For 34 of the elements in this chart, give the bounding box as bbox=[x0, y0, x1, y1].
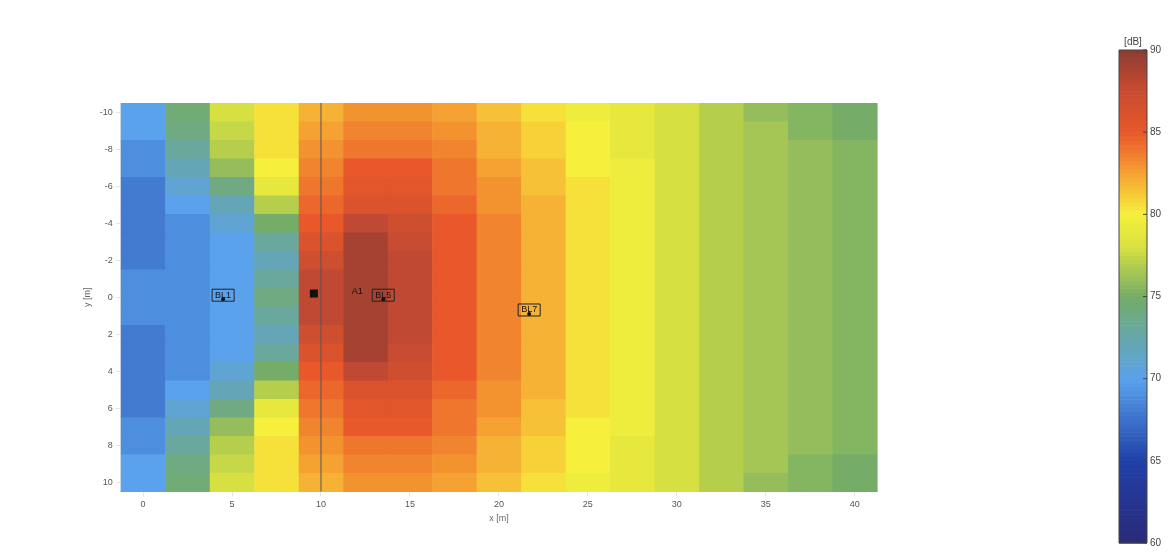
annotation: BL5 bbox=[375, 289, 392, 300]
y-tick-label: 4 bbox=[107, 365, 113, 376]
color-bar-label: 70 bbox=[1150, 372, 1162, 384]
y-tick-label: -10 bbox=[99, 106, 113, 117]
y-tick-label: -2 bbox=[104, 254, 113, 265]
color-bar-label: 80 bbox=[1150, 208, 1162, 220]
color-bar-title: [dB] bbox=[1124, 35, 1143, 47]
x-tick-label: 25 bbox=[582, 499, 593, 510]
x-tick-label: 40 bbox=[849, 499, 860, 510]
x-axis-title: x [m] bbox=[489, 513, 509, 524]
color-bar-label: 90 bbox=[1150, 43, 1162, 55]
x-tick-label: 10 bbox=[315, 499, 326, 510]
y-tick-label: -4 bbox=[104, 217, 113, 228]
x-tick-label: 30 bbox=[671, 499, 682, 510]
y-tick-label: 6 bbox=[107, 402, 113, 413]
x-tick-label: 20 bbox=[493, 499, 504, 510]
x-tick-label: 0 bbox=[140, 499, 146, 510]
color-bar-label: 65 bbox=[1150, 454, 1162, 466]
y-tick-label: 8 bbox=[107, 439, 113, 450]
y-tick-label: 2 bbox=[107, 328, 113, 339]
y-axis-title: y [m] bbox=[81, 287, 92, 307]
color-bar-label: 75 bbox=[1150, 290, 1162, 302]
color-bar-label: 60 bbox=[1150, 536, 1162, 548]
x-tick-label: 35 bbox=[760, 499, 771, 510]
annotation: A1 bbox=[351, 285, 363, 296]
annotation: BL1 bbox=[215, 289, 232, 300]
color-bar-label: 85 bbox=[1150, 125, 1162, 137]
x-tick-label: 5 bbox=[229, 499, 235, 510]
y-tick-label: 0 bbox=[107, 291, 113, 302]
y-tick-label: 10 bbox=[102, 476, 113, 487]
x-tick-label: 15 bbox=[404, 499, 415, 510]
y-tick-label: -8 bbox=[104, 143, 113, 154]
annotation: BL7 bbox=[521, 304, 538, 315]
y-tick-label: -6 bbox=[104, 180, 113, 191]
